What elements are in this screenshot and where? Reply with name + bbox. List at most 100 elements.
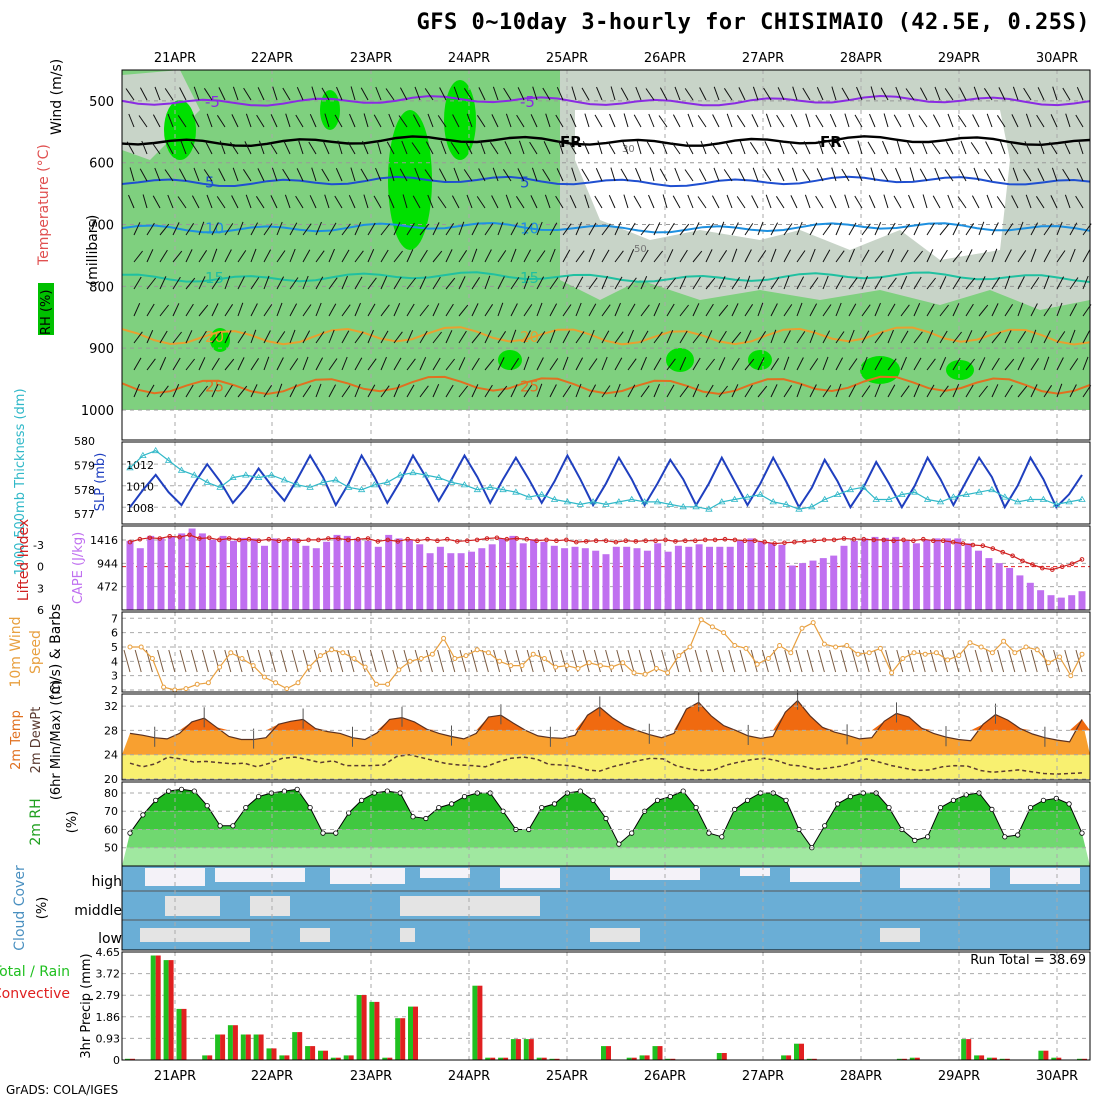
- wind-barb: [263, 385, 273, 398]
- wind-barb: [614, 276, 623, 290]
- thickness-point: [280, 476, 289, 483]
- wind-barb: [367, 384, 376, 398]
- wind-barb: [1069, 384, 1077, 398]
- cloud-gap-low: [140, 928, 250, 942]
- wind-barb: [783, 385, 793, 398]
- wind-barb: [146, 222, 155, 236]
- thickness-point: [332, 476, 340, 483]
- wind-barb: [380, 249, 389, 263]
- precip-convective-bar: [400, 1018, 406, 1060]
- wind-barb: [861, 356, 868, 371]
- wind-barb: [556, 168, 564, 182]
- wind-barb: [913, 331, 923, 344]
- thickness-point: [1065, 498, 1073, 505]
- temp-axis-title-1: 2m Temp: [9, 710, 24, 770]
- thickness-point: [743, 493, 752, 500]
- cloud-level-label: middle: [74, 903, 122, 919]
- wind-barb: [536, 331, 546, 344]
- li-point: [831, 537, 837, 543]
- wind-barb: [752, 86, 759, 101]
- precip-convective-bar: [284, 1055, 290, 1060]
- wind-barb: [289, 384, 297, 398]
- wind-barb: [908, 113, 915, 128]
- cloud-gap-high: [740, 868, 770, 876]
- li-point: [276, 538, 282, 544]
- wind-barb: [831, 167, 837, 182]
- wind-barb: [437, 196, 447, 209]
- wind-barb: [835, 383, 842, 398]
- wind-barb: [805, 113, 811, 128]
- wind-barb: [424, 88, 434, 101]
- wind-barb: [588, 329, 595, 344]
- wind-barb: [649, 167, 655, 182]
- wind-barb: [991, 357, 1000, 371]
- wind-barb: [445, 249, 453, 263]
- wind-barb: [614, 383, 621, 398]
- isotherm-label: 5: [205, 173, 215, 191]
- wind-barb: [783, 304, 793, 317]
- wind-barb: [562, 356, 569, 371]
- wind-barb: [172, 222, 180, 236]
- wind-barb: [672, 195, 681, 209]
- wind-barb: [386, 141, 395, 155]
- wind-barb: [179, 87, 187, 101]
- wind-barb: [458, 304, 469, 317]
- wind-barb: [129, 167, 135, 182]
- wind-barb: [515, 196, 525, 209]
- date-label-bottom: 21APR: [154, 1069, 196, 1084]
- li-tick-label: 0: [37, 561, 44, 574]
- wind-barb: [601, 275, 608, 290]
- thickness-point: [216, 483, 224, 490]
- pressure-tick-label: 1000: [81, 404, 114, 419]
- thickness-point: [898, 490, 906, 497]
- li-point: [256, 538, 262, 544]
- wind-barb: [790, 114, 798, 128]
- wind-barb: [597, 140, 603, 155]
- rh-point: [539, 804, 545, 811]
- pressure-tick-label: 700: [89, 219, 114, 234]
- wind-barb: [432, 357, 441, 371]
- rh-point: [178, 786, 185, 792]
- precip-convective-bar: [490, 1057, 496, 1060]
- thickness-point: [627, 495, 636, 502]
- thickness-point: [151, 446, 160, 454]
- wind-barb: [726, 113, 733, 128]
- wind-barb: [731, 277, 741, 290]
- wind-barb: [402, 194, 408, 209]
- wind-barb: [581, 168, 590, 182]
- precip-total-bar: [150, 955, 156, 1060]
- wind-barb: [516, 114, 525, 128]
- wind-barb: [809, 248, 816, 263]
- wind-barb: [1063, 141, 1071, 155]
- wind-barb: [203, 88, 213, 101]
- wind-barb: [922, 194, 928, 209]
- precip-total-bar: [1051, 1057, 1057, 1060]
- precip-convective-bar: [721, 1053, 727, 1060]
- wind-barb: [1017, 302, 1024, 317]
- wind-barb: [893, 114, 902, 128]
- rh-point: [1053, 795, 1059, 802]
- wind-barb: [913, 357, 922, 371]
- date-label-top: 25APR: [546, 51, 588, 66]
- wind-barb: [679, 304, 689, 317]
- wind-barb: [575, 357, 584, 371]
- li-tick-label: 6: [37, 604, 44, 617]
- isotherm-line: [121, 175, 1091, 188]
- wind-barb: [177, 115, 187, 128]
- wind-barb: [334, 114, 343, 128]
- dewpoint-band: [122, 754, 1090, 779]
- cloud-gap-middle: [480, 896, 540, 916]
- wind-barb: [952, 303, 960, 317]
- li-point: [574, 539, 579, 545]
- li-point: [990, 546, 996, 551]
- wind-barb: [674, 86, 681, 101]
- wind-barb: [562, 275, 569, 290]
- li-point: [236, 537, 242, 543]
- precip-tick-label: 3.72: [96, 968, 121, 981]
- wind-barb: [1050, 114, 1058, 128]
- cape-tick-label: 944: [97, 557, 118, 570]
- rh-point: [217, 823, 223, 829]
- wind-barb: [983, 169, 993, 182]
- wind-barb: [723, 169, 733, 182]
